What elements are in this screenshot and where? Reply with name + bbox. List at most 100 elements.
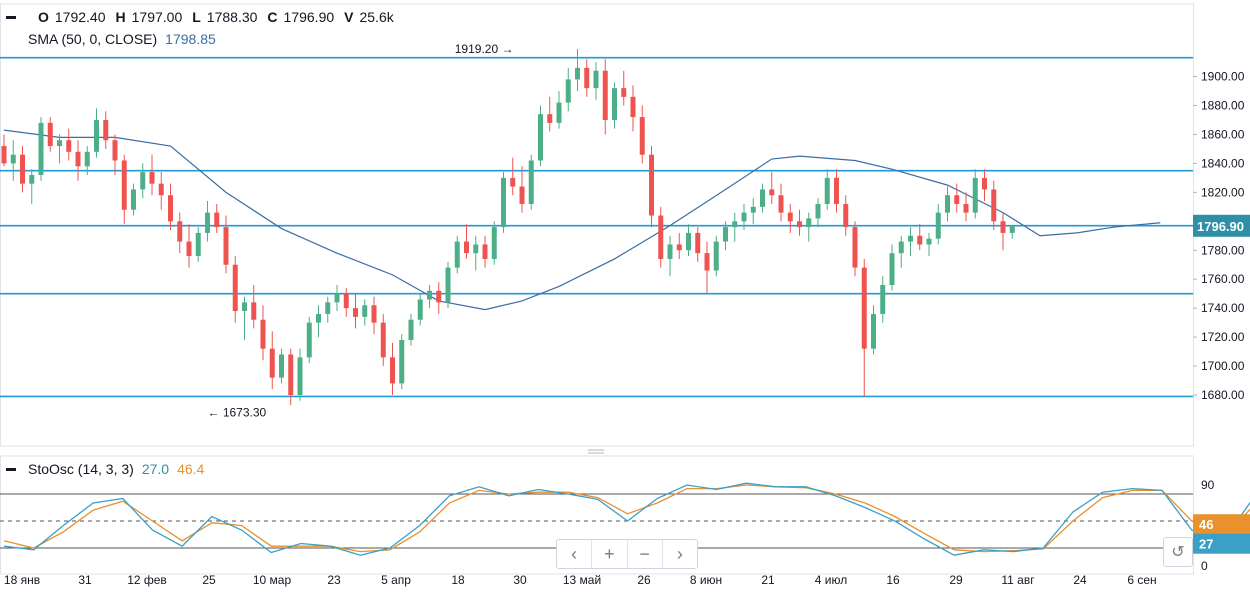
candle-body <box>408 319 414 340</box>
candle-body <box>972 177 978 213</box>
volume-key: V <box>344 9 354 25</box>
candle-body <box>371 305 377 323</box>
candle-body <box>510 177 516 187</box>
candle-body <box>38 122 44 175</box>
oscillator-axis-label: 0 <box>1201 559 1208 573</box>
candle-body <box>427 290 432 300</box>
candle-body <box>954 195 960 204</box>
navigation-toolbar: ‹ + − › <box>556 539 698 569</box>
time-axis-label: 24 <box>1073 573 1087 587</box>
d-value-tag-label: 46 <box>1199 517 1213 532</box>
candle-body <box>1009 225 1015 233</box>
candle-body <box>380 322 386 358</box>
candle-body <box>824 177 830 204</box>
time-axis-label: 4 июл <box>815 573 847 587</box>
candle-body <box>112 140 118 161</box>
time-axis-label: 26 <box>637 573 651 587</box>
time-axis-label: 8 июн <box>690 573 722 587</box>
high-annotation: 1919.20 → <box>455 42 514 56</box>
scroll-left-button[interactable]: ‹ <box>557 540 593 568</box>
candle-body <box>519 186 525 204</box>
candle-body <box>806 218 812 228</box>
candle-body <box>908 235 913 242</box>
candle-body <box>778 195 784 213</box>
current-price-label: 1796.90 <box>1197 219 1244 234</box>
current-price-tag <box>1193 214 1250 237</box>
sma-row[interactable]: SMA (50, 0, CLOSE) 1798.85 <box>6 28 394 50</box>
candle-body <box>880 284 886 314</box>
candle-body <box>417 299 423 320</box>
candle-body <box>158 183 164 196</box>
candle-body <box>473 244 479 254</box>
d-value-tag <box>1193 514 1250 535</box>
reset-chart-button[interactable]: ↺ <box>1163 537 1193 567</box>
candle-body <box>353 308 358 317</box>
candle-body <box>251 302 257 320</box>
time-axis-label: 11 авг <box>1001 573 1035 587</box>
price-axis-label: 1720.00 <box>1201 330 1245 344</box>
candle-body <box>704 253 710 271</box>
candle-body <box>982 177 987 190</box>
candle-body <box>834 177 839 204</box>
zoom-out-button[interactable]: − <box>628 540 663 568</box>
candle-body <box>29 174 35 184</box>
candle-body <box>168 195 173 222</box>
low-key: L <box>192 9 201 25</box>
candle-body <box>760 189 765 207</box>
oscillator-legend[interactable]: StoOsc (14, 3, 3) 27.0 46.4 <box>6 458 204 480</box>
candle-body <box>991 189 997 222</box>
candle-body <box>723 227 728 242</box>
candle-body <box>10 154 16 164</box>
scroll-right-button[interactable]: › <box>676 543 683 564</box>
candle-body <box>94 119 99 152</box>
collapse-icon[interactable] <box>6 15 16 19</box>
price-axis-label: 1780.00 <box>1201 243 1245 257</box>
candle-body <box>1 146 7 164</box>
candle-body <box>205 212 210 233</box>
high-key: H <box>115 9 126 25</box>
sma-line <box>3 129 1161 311</box>
zoom-in-button[interactable]: + <box>592 540 628 568</box>
candle-body <box>658 215 664 259</box>
candle-body <box>121 160 127 210</box>
candle-body <box>232 264 238 312</box>
candle-body <box>260 319 266 349</box>
price-axis-label: 1900.00 <box>1201 70 1245 84</box>
oscillator-d-value: 46.4 <box>177 461 205 477</box>
reset-icon: ↺ <box>1171 544 1185 561</box>
candle-body <box>343 293 349 309</box>
time-axis-label: 30 <box>513 573 527 587</box>
candle-body <box>57 140 62 147</box>
candle-body <box>103 119 109 141</box>
stochastic-d-line <box>3 484 1250 553</box>
candle-body <box>242 302 247 312</box>
candle-body <box>852 227 858 268</box>
time-axis-label: 5 апр <box>381 573 411 587</box>
oscillator-k-value: 27.0 <box>141 461 170 477</box>
candle-body <box>556 102 562 123</box>
time-axis-label: 18 янв <box>4 573 40 587</box>
candle-body <box>214 212 220 228</box>
candle-body <box>177 221 183 242</box>
collapse-oscillator-icon[interactable] <box>6 467 16 471</box>
candle-body <box>963 203 969 213</box>
candles <box>1 49 1015 406</box>
low-value: 1788.30 <box>206 9 258 25</box>
volume-value: 25.6k <box>359 9 394 25</box>
candle-body <box>75 151 81 167</box>
low-annotation: ← 1673.30 <box>208 406 267 420</box>
stochastic-k-line <box>3 482 1250 556</box>
high-value: 1797.00 <box>131 9 183 25</box>
price-axis-label: 1760.00 <box>1201 272 1245 286</box>
candle-body <box>297 357 303 395</box>
ohlc-legend: O 1792.40 H 1797.00 L 1788.30 C 1796.90 … <box>6 6 394 50</box>
candle-body <box>926 238 932 245</box>
candle-body <box>547 114 553 123</box>
candle-body <box>482 244 488 259</box>
candle-body <box>649 154 654 216</box>
candle-body <box>630 96 636 118</box>
k-value-tag <box>1193 533 1250 554</box>
candle-body <box>565 79 571 103</box>
